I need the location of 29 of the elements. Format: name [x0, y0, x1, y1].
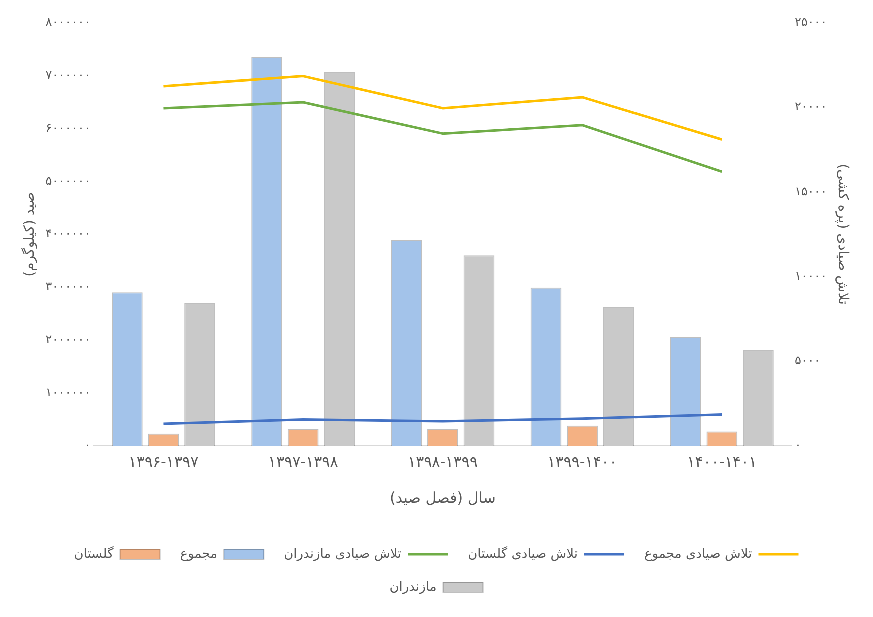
x-tick-label: ۱۳۹۶-۱۳۹۷	[128, 452, 199, 471]
x-tick-label: ۱۳۹۸-۱۳۹۹	[408, 452, 478, 471]
y2-tick-label: ۲۰۰۰۰	[794, 100, 828, 114]
x-tick-label: ۱۳۹۹-۱۴۰۰	[548, 452, 618, 471]
legend-label: مازندران	[390, 580, 437, 595]
y2-tick-label: ۲۵۰۰۰	[794, 15, 828, 30]
y2-tick-label: ۱۵۰۰۰	[794, 184, 828, 198]
legend-label: تلاش صیادی مازندران	[284, 546, 402, 562]
x-tick-label: ۱۴۰۰-۱۴۰۱	[687, 452, 758, 471]
y2-tick-label: ۵۰۰۰	[794, 354, 821, 368]
y2-tick-label: ۰	[794, 438, 802, 452]
y2-tick-label: ۱۰۰۰۰	[794, 268, 828, 283]
legend-label: مجموع	[180, 546, 218, 562]
x-tick-label: ۱۳۹۷-۱۳۹۸	[268, 452, 338, 471]
y-tick-label: ۴۰۰۰۰۰۰	[46, 226, 91, 241]
legend-label: گلستان	[74, 546, 115, 562]
y-tick-label: ۱۰۰۰۰۰۰	[46, 385, 91, 400]
legend-label: تلاش صیادی مجموع	[644, 546, 753, 562]
legend-label: تلاش صیادی گلستان	[468, 546, 578, 562]
y-tick-label: ۲۰۰۰۰۰۰	[46, 332, 91, 346]
y-axis-title: صید (کیلوگرم)	[21, 192, 38, 277]
y-tick-label: ۵۰۰۰۰۰۰	[46, 174, 91, 188]
x-axis-title: سال (فصل صید)	[390, 488, 496, 507]
y-tick-label: ۰	[84, 438, 91, 452]
y2-axis-title: تلاش صیادی (پره کشی)	[834, 164, 851, 306]
y-tick-label: ۳۰۰۰۰۰۰	[46, 280, 91, 294]
y-tick-label: ۸۰۰۰۰۰۰	[46, 15, 91, 30]
y-tick-label: ۶۰۰۰۰۰۰	[46, 120, 91, 135]
y-tick-label: ۷۰۰۰۰۰۰	[46, 68, 91, 82]
